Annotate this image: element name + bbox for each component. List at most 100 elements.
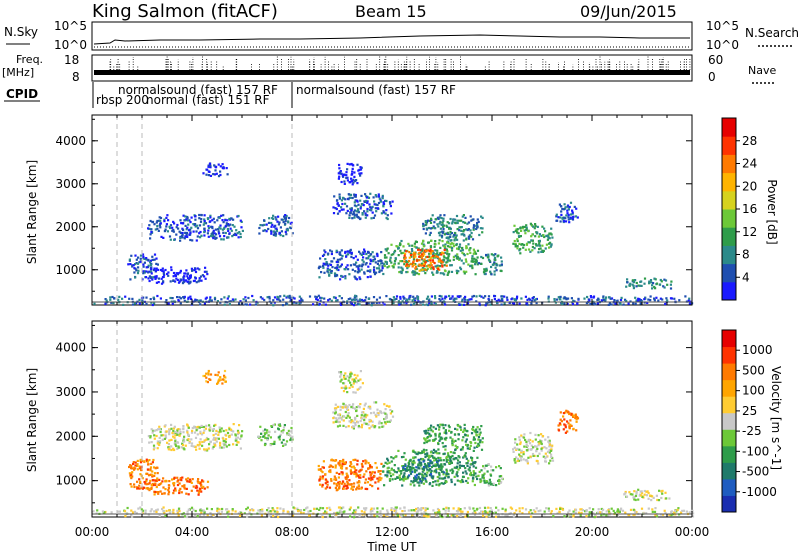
- power-cell: [388, 265, 391, 268]
- velocity-cell: [190, 444, 193, 447]
- power-cell: [160, 282, 164, 285]
- power-cell: [438, 265, 441, 268]
- power-cell: [405, 302, 408, 305]
- power-cell: [439, 246, 442, 249]
- velocity-cell: [130, 514, 133, 517]
- velocity-cell: [142, 486, 146, 489]
- power-cell: [361, 213, 364, 216]
- power-cell: [340, 297, 343, 300]
- power-cell: [171, 226, 174, 229]
- velocity-cell: [495, 506, 498, 509]
- velocity-cell: [579, 514, 582, 517]
- power-cell: [323, 253, 326, 256]
- power-cell: [173, 222, 176, 225]
- power-cell: [448, 270, 451, 273]
- velocity-cell: [393, 507, 396, 511]
- power-cell: [442, 219, 445, 222]
- power-cell: [372, 268, 376, 271]
- power-cell: [462, 221, 465, 224]
- power-cell: [416, 297, 420, 301]
- power-cell: [335, 249, 338, 252]
- velocity-cell: [359, 403, 362, 406]
- velocity-cell: [335, 471, 338, 474]
- velocity-cell: [460, 428, 463, 431]
- velocity-cell: [445, 480, 448, 483]
- velocity-cell: [434, 511, 437, 514]
- power-cell: [166, 214, 169, 217]
- power-cell: [433, 262, 436, 265]
- velocity-cell: [427, 469, 430, 472]
- velocity-cell: [498, 482, 501, 485]
- power-cell: [324, 251, 327, 254]
- velocity-cell: [413, 478, 416, 481]
- power-cell: [154, 275, 157, 278]
- velocity-cell: [624, 490, 627, 494]
- power-cell: [276, 295, 279, 298]
- velocity-cell: [393, 464, 396, 467]
- power-cell: [351, 167, 354, 170]
- velocity-cell: [167, 446, 170, 449]
- velocity-cell: [428, 432, 431, 435]
- velocity-cell: [289, 430, 292, 433]
- power-cell: [404, 252, 407, 256]
- velocity-cell: [263, 432, 266, 435]
- velocity-cell: [354, 458, 357, 461]
- velocity-cell: [623, 493, 626, 496]
- power-cell: [454, 232, 457, 235]
- power-cell: [272, 214, 275, 217]
- power-cell: [139, 257, 142, 260]
- velocity-cell: [437, 480, 440, 483]
- power-cell: [272, 230, 275, 233]
- power-cell: [451, 220, 454, 224]
- power-cell: [402, 295, 405, 298]
- power-cell: [424, 268, 427, 271]
- power-cell: [474, 261, 478, 264]
- velocity-cell: [459, 448, 463, 451]
- power-cell: [555, 298, 558, 301]
- velocity-cell: [362, 475, 365, 478]
- velocity-cell: [414, 451, 417, 454]
- velocity-cell: [419, 464, 422, 467]
- velocity-cell: [276, 507, 279, 510]
- power-cell: [448, 253, 451, 256]
- power-cell: [433, 245, 436, 248]
- power-cell: [340, 275, 343, 278]
- velocity-cell: [170, 423, 173, 426]
- power-cell: [571, 212, 574, 215]
- velocity-cell: [200, 484, 203, 487]
- velocity-cell: [193, 431, 197, 434]
- velocity-cell: [172, 429, 175, 433]
- velocity-cell: [363, 416, 366, 419]
- power-cell: [186, 272, 190, 275]
- velocity-cell: [386, 420, 389, 423]
- velocity-cell: [438, 483, 441, 486]
- power-cell: [200, 279, 203, 282]
- velocity-cell: [158, 483, 162, 486]
- velocity-cell: [370, 465, 373, 469]
- power-cell: [185, 269, 188, 272]
- velocity-cell: [200, 509, 203, 512]
- velocity-cell: [518, 448, 521, 451]
- power-cell: [365, 257, 368, 260]
- power-cell: [150, 301, 153, 304]
- power-cell: [399, 242, 402, 245]
- power-cell: [528, 241, 531, 244]
- velocity-cell: [342, 415, 346, 418]
- velocity-cell: [373, 471, 376, 474]
- power-cell: [377, 193, 380, 196]
- power-cell: [446, 259, 449, 262]
- velocity-cell: [407, 509, 410, 512]
- velocity-cell: [150, 441, 153, 444]
- power-cell: [264, 229, 267, 232]
- power-cell: [610, 303, 613, 306]
- velocity-cell: [438, 474, 441, 477]
- velocity-cell: [467, 477, 470, 480]
- power-cell: [187, 282, 191, 285]
- velocity-cell: [534, 438, 537, 441]
- power-cell: [412, 295, 415, 298]
- power-cell: [586, 295, 589, 299]
- velocity-cell: [376, 515, 379, 518]
- velocity-cell: [568, 509, 571, 512]
- power-cell: [434, 265, 437, 268]
- velocity-cell: [649, 494, 652, 497]
